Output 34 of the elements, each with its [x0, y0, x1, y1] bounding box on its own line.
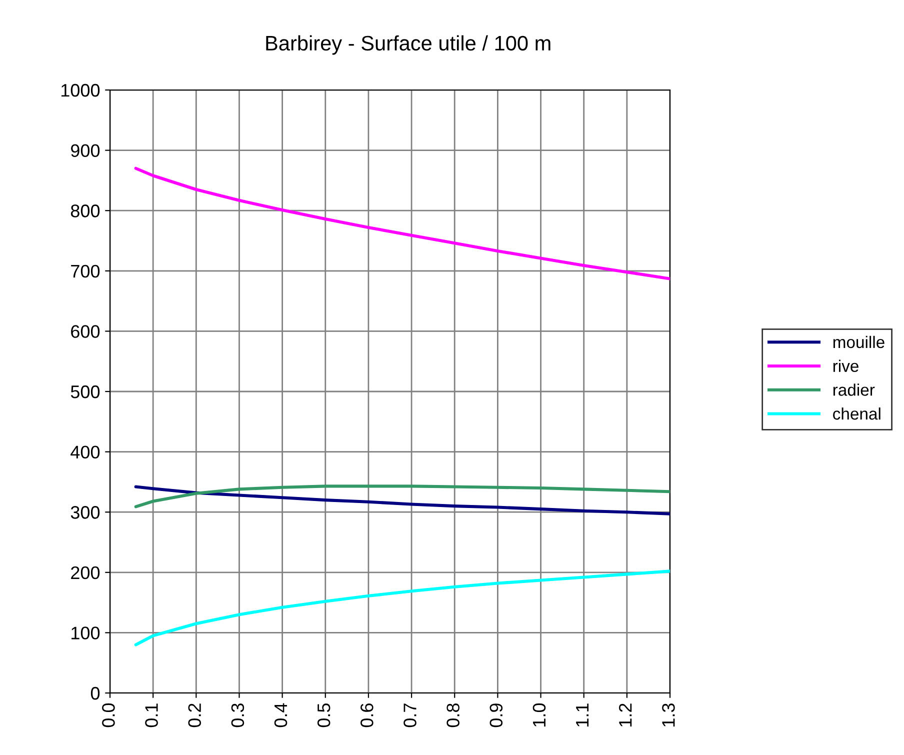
- y-tick-label: 500: [70, 385, 100, 398]
- legend-label: mouille: [833, 336, 884, 348]
- y-tick-label: 800: [70, 204, 100, 218]
- x-tick-label: 1.2: [618, 704, 632, 726]
- x-tick-label: 0.0: [102, 703, 115, 728]
- legend-label: chenal: [833, 407, 880, 420]
- x-tick-label: 1.3: [662, 704, 675, 726]
- y-tick-label: 1000: [61, 84, 100, 97]
- x-tick-label: 0.2: [188, 704, 201, 728]
- x-tick-label: 1.0: [532, 703, 546, 726]
- x-tick-label: 0.1: [145, 704, 158, 728]
- x-tick-label: 0.9: [490, 704, 503, 728]
- line-series: [134, 485, 670, 516]
- y-tick-label: 300: [70, 506, 100, 519]
- line-series: [134, 166, 670, 280]
- line-series: [134, 484, 670, 508]
- y-tick-label: 100: [72, 626, 100, 640]
- x-tick-label: 0.7: [404, 704, 416, 728]
- x-tick-label: 1.1: [576, 704, 589, 726]
- x-tick-label: 0.3: [231, 704, 244, 728]
- legend-label: rive: [833, 360, 858, 372]
- y-tick-label: 600: [71, 325, 100, 338]
- y-tick-label: 200: [71, 566, 100, 580]
- line-series: [134, 570, 670, 646]
- x-tick-label: 0.5: [317, 703, 330, 728]
- chart-title: Barbirey - Surface utile / 100 m: [266, 35, 550, 55]
- x-tick-label: 0.4: [274, 703, 288, 728]
- y-tick-label: 400: [70, 446, 100, 459]
- legend-label: radier: [833, 384, 875, 396]
- x-tick-label: 0.6: [360, 704, 374, 728]
- y-tick-label: 700: [71, 264, 100, 278]
- x-tick-label: 0.8: [446, 704, 460, 728]
- y-tick-label: 0: [90, 686, 100, 700]
- y-tick-label: 900: [71, 144, 100, 158]
